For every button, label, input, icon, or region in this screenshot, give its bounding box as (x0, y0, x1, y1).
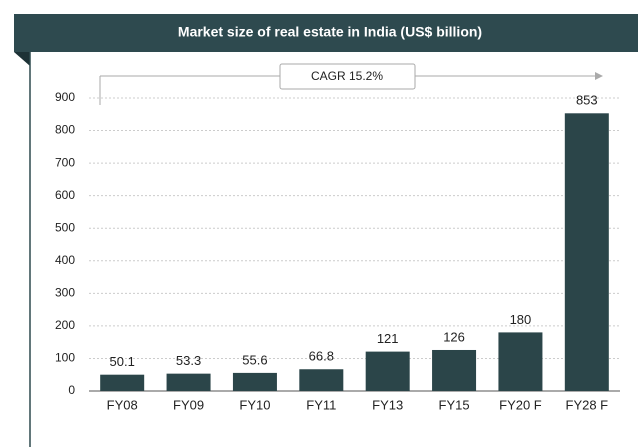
chart-title: Market size of real estate in India (US$… (178, 24, 482, 40)
bar (432, 349, 477, 391)
data-label: 121 (377, 331, 399, 346)
bar (498, 332, 543, 391)
cagr-arrowhead (595, 72, 603, 80)
bar (100, 374, 145, 391)
cagr-box (279, 63, 416, 90)
header-bar (14, 14, 638, 52)
y-tick-label: 100 (55, 351, 75, 365)
data-label: 180 (510, 312, 532, 327)
x-tick-label: FY20 F (499, 397, 542, 412)
y-tick-label: 800 (55, 123, 75, 137)
data-label: 66.8 (309, 349, 334, 364)
bar (232, 372, 277, 391)
x-tick-label: FY08 (107, 397, 138, 412)
header-fold (14, 52, 30, 66)
x-tick-label: FY10 (239, 397, 270, 412)
data-label: 50.1 (110, 354, 135, 369)
data-label: 53.3 (176, 353, 201, 368)
y-tick-label: 200 (55, 318, 75, 332)
x-tick-label: FY28 F (566, 397, 609, 412)
bar (564, 113, 609, 391)
data-label: 126 (443, 329, 465, 344)
x-tick-label: FY15 (439, 397, 470, 412)
bar (166, 373, 211, 391)
data-label: 55.6 (242, 352, 267, 367)
x-tick-label: FY11 (306, 397, 336, 412)
y-tick-label: 600 (55, 188, 75, 202)
x-tick-label: FY09 (173, 397, 204, 412)
y-tick-label: 400 (55, 253, 75, 267)
bar (299, 369, 344, 391)
cagr-label: CAGR 15.2% (311, 69, 383, 83)
y-tick-label: 700 (55, 155, 75, 169)
y-tick-label: 900 (55, 90, 75, 104)
y-tick-label: 0 (68, 383, 75, 397)
y-tick-label: 500 (55, 220, 75, 234)
data-label: 853 (576, 93, 598, 108)
x-tick-label: FY13 (372, 397, 403, 412)
y-tick-label: 300 (55, 286, 75, 300)
bar (365, 351, 410, 391)
